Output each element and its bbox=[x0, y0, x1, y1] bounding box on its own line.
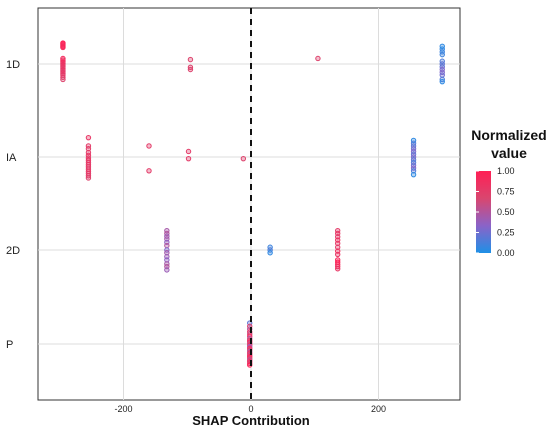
data-point bbox=[60, 76, 66, 83]
data-point bbox=[85, 146, 92, 152]
legend-tick-label: 0.75 bbox=[497, 187, 515, 197]
data-point bbox=[146, 143, 152, 149]
data-point bbox=[60, 70, 66, 77]
data-point bbox=[185, 148, 192, 155]
data-point bbox=[335, 240, 341, 247]
legend-colorbar bbox=[476, 171, 491, 253]
data-point bbox=[240, 155, 247, 162]
y-tick-label: P bbox=[6, 339, 13, 351]
x-axis-labels: -200 0 200 bbox=[114, 404, 386, 414]
data-point bbox=[439, 78, 445, 85]
y-tick-label: IA bbox=[6, 152, 17, 164]
data-points bbox=[60, 40, 445, 368]
legend-tick-label: 0.50 bbox=[497, 207, 515, 217]
legend-title-line2: value bbox=[491, 145, 527, 161]
data-point bbox=[164, 242, 170, 249]
legend-tick-label: 1.00 bbox=[497, 166, 515, 176]
x-axis-title: SHAP Contribution bbox=[192, 413, 310, 428]
x-tick-label: 200 bbox=[371, 404, 386, 414]
data-point bbox=[146, 168, 152, 174]
legend-tick-label: 0.25 bbox=[497, 228, 515, 238]
legend-tick-label: 0.00 bbox=[497, 248, 515, 258]
data-point bbox=[315, 55, 321, 62]
data-point bbox=[187, 56, 194, 63]
data-point bbox=[164, 250, 170, 256]
color-legend: Normalized value 1.00 0.75 0.50 0.25 0.00 bbox=[471, 127, 546, 258]
data-point bbox=[267, 250, 273, 256]
data-point bbox=[439, 51, 445, 58]
data-point bbox=[187, 66, 194, 73]
y-tick-label: 1D bbox=[6, 59, 20, 71]
data-point bbox=[185, 155, 192, 162]
legend-ticks: 1.00 0.75 0.50 0.25 0.00 bbox=[476, 166, 515, 258]
data-point bbox=[164, 267, 170, 273]
data-point bbox=[164, 257, 170, 263]
y-tick-label: 2D bbox=[6, 245, 20, 257]
data-point bbox=[335, 266, 341, 272]
data-point bbox=[60, 44, 66, 51]
x-tick-label: -200 bbox=[114, 404, 132, 414]
y-axis-labels: 1D IA 2D P bbox=[6, 59, 20, 351]
data-point bbox=[410, 171, 417, 178]
data-point bbox=[335, 251, 341, 258]
legend-title-line1: Normalized bbox=[471, 127, 546, 143]
data-point bbox=[335, 244, 341, 250]
x-tick-label: 0 bbox=[248, 404, 253, 414]
data-point bbox=[85, 134, 92, 141]
data-point bbox=[439, 72, 445, 78]
data-point bbox=[410, 168, 417, 174]
data-point bbox=[85, 175, 92, 181]
